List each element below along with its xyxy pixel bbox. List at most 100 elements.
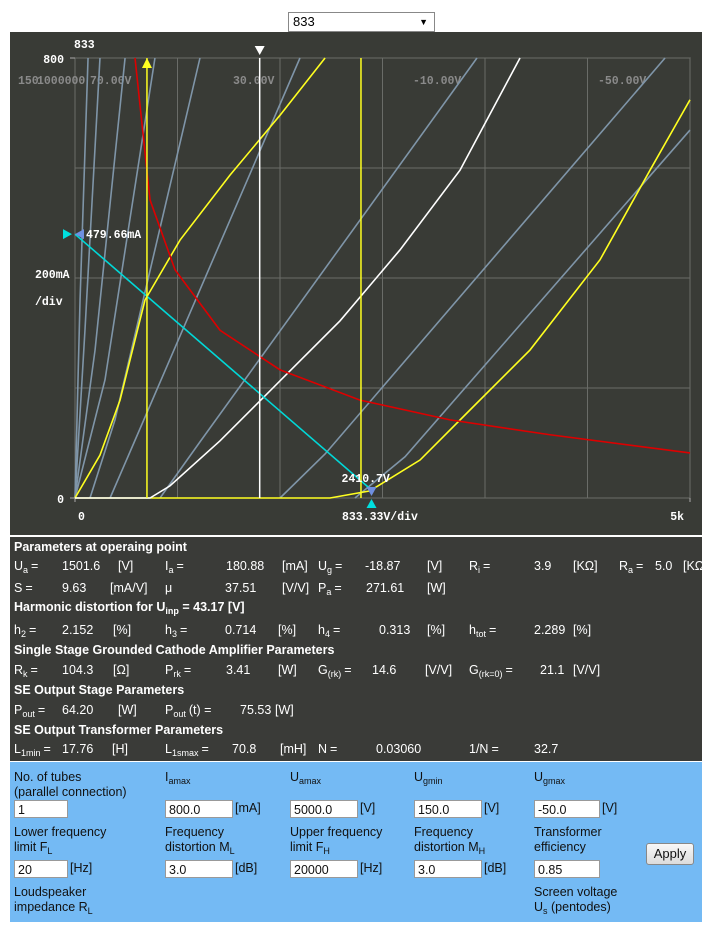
equals: = xyxy=(28,623,37,637)
subscript: a xyxy=(326,587,332,597)
param-value: 64.20 xyxy=(62,703,94,717)
text-input[interactable]: 3.0 xyxy=(165,860,233,878)
text: Loudspeaker xyxy=(14,885,87,899)
text-input[interactable]: 3.0 xyxy=(414,860,482,878)
curve-label: -50.00V xyxy=(598,75,646,88)
subscript: amax xyxy=(168,776,191,786)
subscript: tot xyxy=(475,629,486,639)
text-input[interactable]: 0.85 xyxy=(534,860,600,878)
symbol: 1/N xyxy=(469,742,489,756)
symbol: P xyxy=(165,663,174,677)
current-marker xyxy=(75,229,84,240)
symbol: G xyxy=(318,663,328,677)
label-line: Ugmin xyxy=(414,770,443,786)
param-value: 0.313 xyxy=(379,623,411,637)
param-unit: [%] xyxy=(573,623,592,637)
equals: = xyxy=(335,559,343,573)
text: (pentodes) xyxy=(547,900,611,914)
symbol: N xyxy=(318,742,328,756)
label-line: limit FL xyxy=(14,840,106,856)
text-input[interactable]: 5000.0 xyxy=(290,800,358,818)
param-value: 37.51 xyxy=(225,581,257,595)
text-input[interactable]: 150.0 xyxy=(414,800,482,818)
label-text: (parallel connection) xyxy=(14,785,127,799)
field-label: Ugmin xyxy=(414,770,443,786)
param-value: 1501.6 xyxy=(62,559,101,573)
param-unit: [V] xyxy=(118,559,134,573)
param-label: G(rk=0) = xyxy=(469,663,513,679)
text: Frequency xyxy=(165,825,225,839)
param-value: 0.714 xyxy=(225,623,257,637)
text: efficiency xyxy=(534,840,586,854)
text: limit F xyxy=(290,840,324,854)
subscript: 4 xyxy=(324,629,330,639)
heading-text: Harmonic distortion for Uinp = 43.17 [V] xyxy=(14,600,245,616)
label-text: Screen voltage xyxy=(534,885,617,899)
symbol: U xyxy=(14,559,24,573)
label-text: Upper frequency xyxy=(290,825,382,839)
param-unit: [H] xyxy=(112,742,128,756)
select[interactable]: 833 ▼ xyxy=(288,12,435,32)
param-value: 3.9 xyxy=(534,559,552,573)
param-label: Ri = xyxy=(469,559,490,575)
text-input[interactable]: 20 xyxy=(14,860,68,878)
text: limit F xyxy=(14,840,48,854)
param-unit: [%] xyxy=(278,623,297,637)
field-label: Iamax xyxy=(165,770,191,786)
subscript: i xyxy=(478,565,481,575)
label-line: (parallel connection) xyxy=(14,785,127,800)
curve-label: -10.00V xyxy=(413,75,461,88)
section-heading: Single Stage Grounded Cathode Amplifier … xyxy=(14,643,334,657)
select-arrow: ▼ xyxy=(419,17,428,27)
label-text: limit FH xyxy=(290,840,330,856)
symbol: S xyxy=(14,581,23,595)
text-input[interactable]: -50.0 xyxy=(534,800,600,818)
param-value: 2.289 xyxy=(534,623,566,637)
subscript: gmin xyxy=(423,776,443,786)
equals: = xyxy=(37,703,46,717)
text: No. of tubes xyxy=(14,770,82,784)
text-input[interactable]: 20000 xyxy=(290,860,358,878)
equals: = xyxy=(31,559,39,573)
label-text: impedance RL xyxy=(14,900,93,916)
subscript: 1min xyxy=(20,748,41,758)
param-value: 21.1 xyxy=(540,663,565,677)
voltage-marker xyxy=(366,499,377,508)
field-label: Loudspeaker impedance RL xyxy=(14,885,93,916)
label-text: Transformer xyxy=(534,825,602,839)
param-label: Rk = xyxy=(14,663,38,679)
text-input[interactable]: 800.0 xyxy=(165,800,233,818)
text: U xyxy=(534,770,544,784)
curve xyxy=(74,57,156,499)
param-label: μ xyxy=(165,581,172,595)
section-heading: Harmonic distortion for Uinp = 43.17 [V] xyxy=(14,600,245,616)
param-unit: [V/V] xyxy=(282,581,310,595)
param-value: 75.53 xyxy=(240,703,272,717)
param-label: h2 = xyxy=(14,623,37,639)
param-value: -18.87 xyxy=(365,559,401,573)
equals: = xyxy=(30,663,38,677)
equals: (t) = xyxy=(188,703,212,717)
unit-label: [dB] xyxy=(484,861,507,875)
subscript: 3 xyxy=(171,629,177,639)
apply-button[interactable]: Apply xyxy=(646,843,694,865)
label-line: No. of tubes xyxy=(14,770,127,785)
subscript: H xyxy=(478,846,486,856)
subscript: H xyxy=(323,846,330,856)
subscript: L xyxy=(229,846,235,856)
curve xyxy=(279,57,666,499)
equals: = xyxy=(201,742,209,756)
unit-label: [Hz] xyxy=(70,861,93,875)
voltage-marker xyxy=(366,487,377,496)
symbol: h xyxy=(318,623,325,637)
param-value: 0.03060 xyxy=(376,742,422,756)
symbol: R xyxy=(619,559,629,573)
text-input[interactable]: 1 xyxy=(14,800,68,818)
symbol: h xyxy=(469,623,476,637)
label-line: distortion ML xyxy=(165,840,235,856)
param-value: 3.41 xyxy=(226,663,251,677)
op-marker xyxy=(254,46,265,55)
subscript: inp xyxy=(165,606,179,616)
label-line: Screen voltage xyxy=(534,885,617,900)
